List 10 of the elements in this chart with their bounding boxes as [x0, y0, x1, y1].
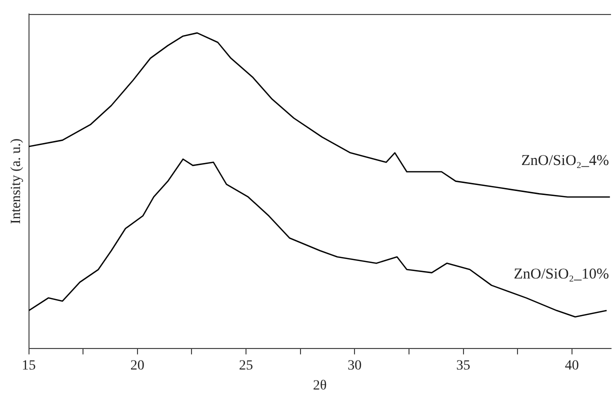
x-tick-label: 20 — [130, 358, 144, 374]
x-tick-label: 15 — [22, 358, 36, 374]
x-tick-label: 30 — [348, 358, 362, 374]
x-tick-label: 35 — [456, 358, 470, 374]
series-label: ZnO/SiO₂_4% — [521, 152, 609, 169]
x-axis-title: 2θ — [313, 378, 328, 394]
x-tick-label: 40 — [564, 358, 579, 374]
series-label: ZnO/SiO₂_10% — [514, 266, 609, 283]
y-axis-title: Intensity (a. u.) — [9, 138, 24, 224]
x-tick-label: 25 — [239, 358, 254, 374]
